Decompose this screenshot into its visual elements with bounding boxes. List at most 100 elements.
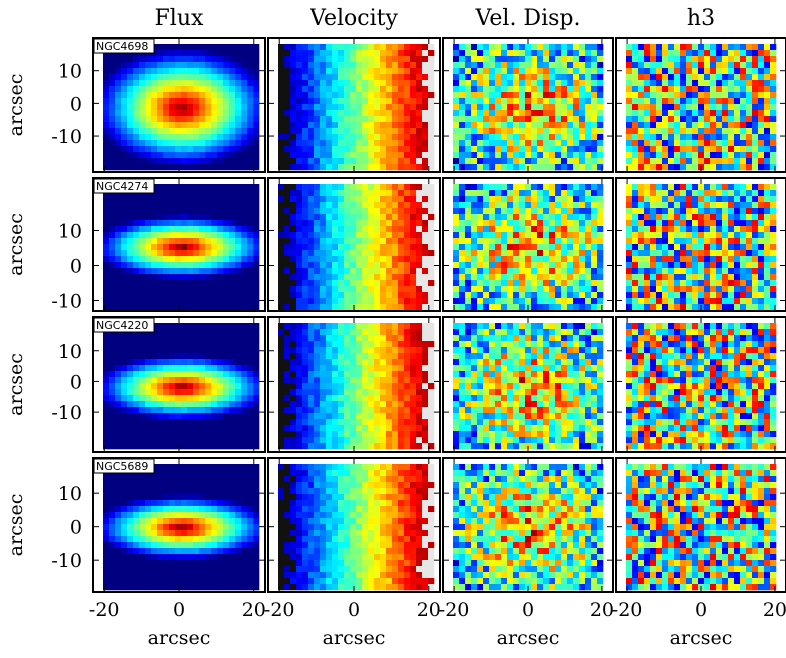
map-pixel xyxy=(157,238,163,244)
map-pixel xyxy=(229,407,235,413)
map-pixel xyxy=(704,196,710,202)
map-pixel xyxy=(175,184,181,190)
map-pixel xyxy=(229,389,235,395)
map-pixel xyxy=(668,122,674,128)
map-pixel xyxy=(115,274,121,280)
map-pixel xyxy=(163,401,169,407)
map-pixel xyxy=(181,389,187,395)
map-pixel xyxy=(626,208,632,214)
map-pixel xyxy=(163,407,169,413)
map-pixel xyxy=(422,196,428,202)
map-pixel xyxy=(187,50,193,56)
map-pixel xyxy=(656,122,662,128)
map-pixel xyxy=(115,401,121,407)
map-pixel xyxy=(217,134,223,140)
map-pixel xyxy=(459,262,465,268)
map-pixel xyxy=(519,208,525,214)
map-pixel xyxy=(428,238,434,244)
map-pixel xyxy=(169,292,175,298)
map-pixel xyxy=(728,140,734,146)
map-pixel xyxy=(656,190,662,196)
map-pixel xyxy=(537,220,543,226)
map-pixel xyxy=(109,256,115,262)
map-pixel xyxy=(139,56,145,62)
map-pixel xyxy=(650,268,656,274)
map-pixel xyxy=(169,389,175,395)
map-pixel xyxy=(752,208,758,214)
map-pixel xyxy=(338,134,344,140)
map-pixel xyxy=(716,214,722,220)
map-pixel xyxy=(199,86,205,92)
map-pixel xyxy=(247,365,253,371)
map-pixel xyxy=(668,56,674,62)
map-pixel xyxy=(764,128,770,134)
map-pixel xyxy=(662,190,668,196)
map-pixel xyxy=(519,62,525,68)
map-pixel xyxy=(561,304,567,310)
map-pixel xyxy=(656,286,662,292)
map-pixel xyxy=(344,184,350,190)
map-pixel xyxy=(722,134,728,140)
map-pixel xyxy=(169,347,175,353)
map-pixel xyxy=(181,104,187,110)
map-pixel xyxy=(459,268,465,274)
map-pixel xyxy=(314,226,320,232)
map-pixel xyxy=(704,190,710,196)
map-pixel xyxy=(591,62,597,68)
map-pixel xyxy=(362,104,368,110)
map-pixel xyxy=(644,226,650,232)
map-pixel xyxy=(205,152,211,158)
map-pixel xyxy=(235,389,241,395)
map-pixel xyxy=(193,268,199,274)
map-pixel xyxy=(686,244,692,250)
map-pixel xyxy=(567,238,573,244)
map-pixel xyxy=(770,226,776,232)
map-pixel xyxy=(573,208,579,214)
map-pixel xyxy=(597,280,603,286)
map-pixel xyxy=(308,304,314,310)
map-pixel xyxy=(175,431,181,437)
map-pixel xyxy=(483,268,489,274)
map-pixel xyxy=(465,304,471,310)
map-pixel xyxy=(193,304,199,310)
map-pixel xyxy=(585,298,591,304)
map-pixel xyxy=(193,256,199,262)
map-pixel xyxy=(217,371,223,377)
map-pixel xyxy=(115,425,121,431)
map-pixel xyxy=(350,80,356,86)
map-pixel xyxy=(133,214,139,220)
map-pixel xyxy=(368,128,374,134)
map-pixel xyxy=(716,298,722,304)
map-pixel xyxy=(284,152,290,158)
map-pixel xyxy=(428,152,434,158)
map-pixel xyxy=(410,298,416,304)
map-pixel xyxy=(187,44,193,50)
map-pixel xyxy=(199,116,205,122)
map-pixel xyxy=(710,68,716,74)
map-pixel xyxy=(638,208,644,214)
map-pixel xyxy=(597,250,603,256)
map-pixel xyxy=(422,134,428,140)
map-pixel xyxy=(368,286,374,292)
map-pixel xyxy=(549,280,555,286)
map-pixel xyxy=(585,110,591,116)
map-pixel xyxy=(416,74,422,80)
map-pixel xyxy=(561,244,567,250)
map-pixel xyxy=(555,98,561,104)
map-pixel xyxy=(416,44,422,50)
map-pixel xyxy=(187,164,193,170)
map-pixel xyxy=(217,146,223,152)
map-pixel xyxy=(362,184,368,190)
map-pixel xyxy=(368,68,374,74)
map-pixel xyxy=(223,377,229,383)
map-pixel xyxy=(567,274,573,280)
map-pixel xyxy=(746,98,752,104)
map-pixel xyxy=(507,56,513,62)
map-pixel xyxy=(632,62,638,68)
map-pixel xyxy=(422,110,428,116)
map-pixel xyxy=(169,140,175,146)
map-pixel xyxy=(465,274,471,280)
map-pixel xyxy=(507,134,513,140)
map-pixel xyxy=(668,226,674,232)
map-pixel xyxy=(326,274,332,280)
